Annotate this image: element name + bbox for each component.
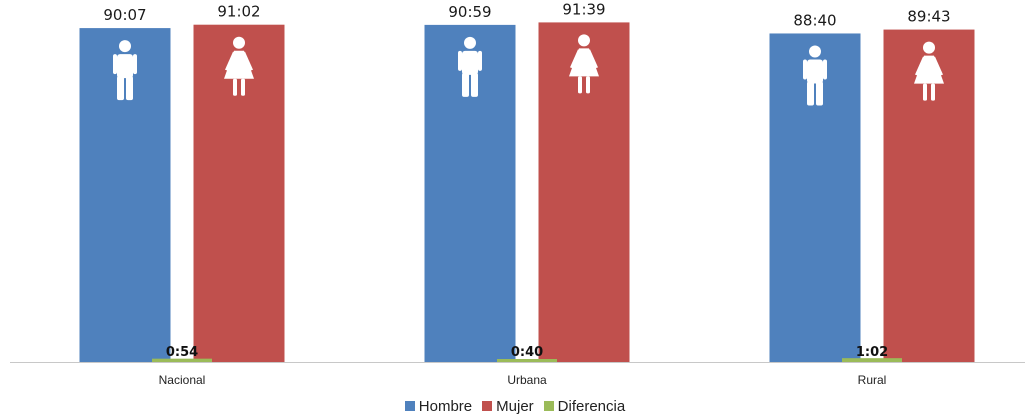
man-icon — [113, 40, 137, 101]
legend-swatch — [404, 401, 415, 411]
value-label-mujer-rural: 89:43 — [907, 8, 950, 26]
woman-icon — [569, 34, 599, 94]
bar-diferencia-rural — [842, 358, 902, 362]
bar-mujer-urbana — [538, 22, 630, 363]
man-icon — [803, 45, 827, 106]
value-label-hombre-rural: 88:40 — [793, 11, 836, 29]
legend-swatch — [543, 401, 554, 411]
category-label-nacional: Nacional — [159, 373, 206, 387]
legend-label: Hombre — [418, 398, 473, 415]
chart-legend: Hombre Mujer Diferencia — [0, 398, 1030, 415]
value-label-mujer-nacional: 91:02 — [217, 3, 260, 21]
legend-item-diferencia: Diferencia — [543, 398, 626, 415]
legend-item-mujer: Mujer — [482, 398, 534, 415]
value-label-mujer-urbana: 91:39 — [562, 0, 605, 18]
bar-hombre-nacional — [79, 28, 171, 363]
bar-mujer-rural — [883, 29, 975, 362]
value-label-diferencia-rural: 1:02 — [856, 345, 888, 360]
bar-chart: 90:07 91:02 0:54 Nacional 90:59 91:39 0:40 Urba… — [10, 0, 1025, 387]
legend-swatch — [482, 401, 493, 411]
bar-hombre-urbana — [424, 24, 516, 362]
bar-hombre-rural — [769, 33, 861, 362]
bar-diferencia-urbana — [497, 359, 557, 362]
man-icon — [458, 36, 482, 97]
value-label-diferencia-nacional: 0:54 — [166, 345, 198, 360]
bar-mujer-nacional — [193, 24, 285, 363]
woman-icon — [224, 36, 254, 96]
value-label-hombre-urbana: 90:59 — [448, 3, 491, 21]
legend-label: Mujer — [496, 398, 534, 415]
category-label-rural: Rural — [858, 373, 887, 387]
legend-item-hombre: Hombre — [404, 398, 473, 415]
value-label-diferencia-urbana: 0:40 — [511, 345, 543, 360]
woman-icon — [914, 41, 944, 101]
value-label-hombre-nacional: 90:07 — [103, 6, 146, 24]
legend-label: Diferencia — [557, 398, 626, 415]
bar-diferencia-nacional — [152, 358, 212, 362]
category-label-urbana: Urbana — [507, 373, 547, 387]
